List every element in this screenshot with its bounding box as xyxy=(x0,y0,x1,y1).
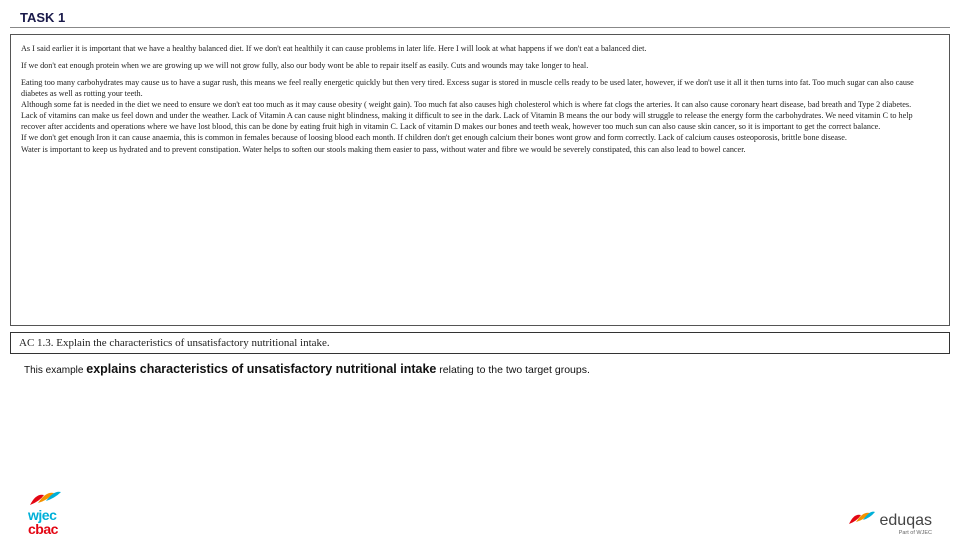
wjec-cbac-logo: wjec cbac xyxy=(28,489,62,536)
feather-icon xyxy=(28,489,62,507)
eduqas-tagline: Part of WJEC xyxy=(899,530,932,536)
paragraph-vitamins: Lack of vitamins can make us feel down a… xyxy=(21,110,939,132)
paragraph-protein: If we don't eat enough protein when we a… xyxy=(21,60,939,71)
eduqas-text: eduqas xyxy=(880,512,933,530)
caption-suffix: relating to the two target groups. xyxy=(436,364,590,376)
task-header: TASK 1 xyxy=(10,6,950,28)
paragraph-iron: If we don't get enough Iron it can cause… xyxy=(21,132,939,143)
paragraph-water: Water is important to keep us hydrated a… xyxy=(21,144,939,155)
cbac-text: cbac xyxy=(28,523,62,536)
caption-bold: explains characteristics of unsatisfacto… xyxy=(86,362,436,376)
feather-icon xyxy=(848,510,876,531)
assessment-criteria-box: AC 1.3. Explain the characteristics of u… xyxy=(10,332,950,354)
caption-line: This example explains characteristics of… xyxy=(24,362,950,376)
logo-row: wjec cbac eduqas Part of WJEC xyxy=(0,489,960,536)
paragraph-fat: Although some fat is needed in the diet … xyxy=(21,99,939,110)
caption-prefix: This example xyxy=(24,365,86,376)
paragraph-intro: As I said earlier it is important that w… xyxy=(21,43,939,54)
student-response-box: As I said earlier it is important that w… xyxy=(10,34,950,326)
paragraph-carbs: Eating too many carbohydrates may cause … xyxy=(21,77,939,99)
eduqas-logo: eduqas Part of WJEC xyxy=(848,510,933,536)
